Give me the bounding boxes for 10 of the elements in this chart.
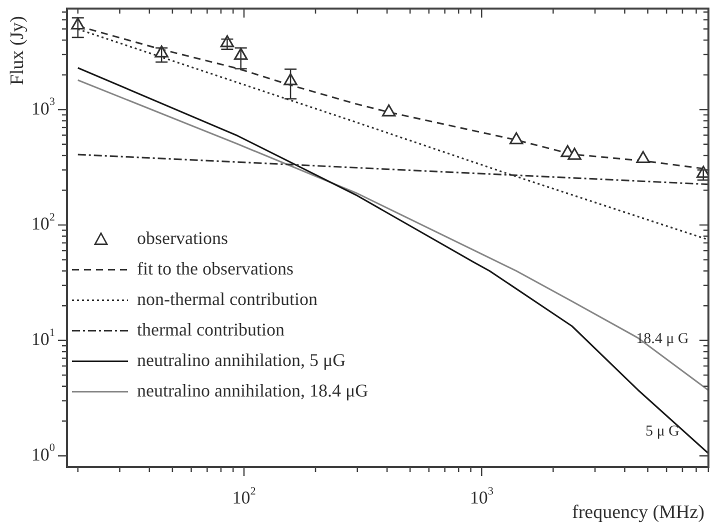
annotation: 18.4 μ G bbox=[636, 330, 689, 347]
legend-label: fit to the observations bbox=[137, 258, 294, 278]
annotation: 5 μ G bbox=[645, 423, 680, 440]
legend-label: observations bbox=[137, 228, 228, 248]
legend-label: neutralino annihilation, 18.4 μG bbox=[137, 380, 368, 400]
y-axis-title: Flux (Jy) bbox=[6, 16, 28, 86]
legend-label: thermal contribution bbox=[137, 319, 284, 340]
legend-label: neutralino annihilation, 5 μG bbox=[137, 350, 346, 370]
x-axis-title: frequency (MHz) bbox=[572, 502, 704, 523]
legend-label: non-thermal contribution bbox=[137, 288, 318, 309]
